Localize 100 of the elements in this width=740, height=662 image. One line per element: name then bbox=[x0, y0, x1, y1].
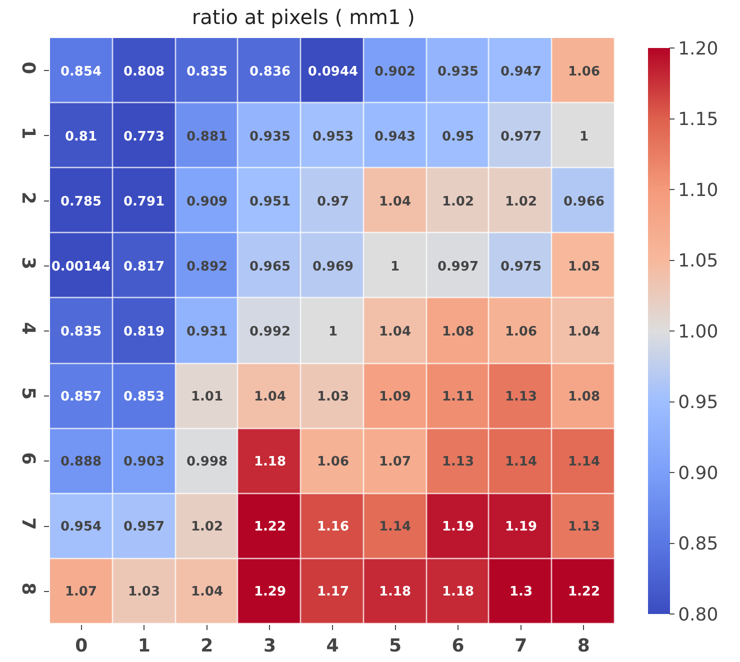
data-label: 1.22 bbox=[568, 584, 600, 600]
data-label: 0.817 bbox=[123, 260, 165, 275]
data-label: 0.943 bbox=[374, 130, 416, 145]
data-label: 1.14 bbox=[504, 454, 538, 470]
data-label: 1.07 bbox=[378, 454, 412, 470]
data-label: 1.18 bbox=[378, 584, 412, 600]
data-label: 1.04 bbox=[568, 324, 600, 340]
chart-title: ratio at pixels ( mm1 ) bbox=[192, 4, 415, 29]
color-bar-label: 1.15 bbox=[678, 109, 718, 130]
data-label: 0.954 bbox=[60, 520, 102, 535]
data-label: 0.835 bbox=[60, 324, 102, 340]
data-label: 0.881 bbox=[186, 130, 228, 145]
color-bar-label: 0.80 bbox=[678, 604, 718, 626]
data-label: 0.00144 bbox=[51, 260, 111, 275]
data-label: 0.95 bbox=[442, 130, 474, 145]
data-label: 1.04 bbox=[254, 390, 286, 405]
data-label: 0.773 bbox=[123, 130, 165, 145]
data-label: 0.819 bbox=[123, 324, 165, 340]
data-label: 0.965 bbox=[249, 260, 291, 275]
data-label: 1.04 bbox=[190, 584, 224, 600]
data-label: 0.854 bbox=[60, 64, 102, 80]
data-label: 1.06 bbox=[316, 454, 350, 470]
data-label: 1.18 bbox=[442, 584, 474, 600]
color-bar-label: 1.00 bbox=[678, 321, 718, 342]
data-label: 1.01 bbox=[190, 390, 224, 405]
data-label: 1.29 bbox=[254, 584, 286, 600]
x-tick-label: 0 bbox=[75, 636, 88, 657]
color-bar-label: 0.85 bbox=[678, 534, 718, 555]
data-label: 1.04 bbox=[378, 194, 412, 210]
data-label: 1.14 bbox=[378, 520, 412, 535]
data-label: 0.785 bbox=[60, 194, 102, 210]
data-label: 0.0944 bbox=[308, 64, 358, 80]
data-label: 1.05 bbox=[568, 260, 600, 275]
x-tick-label: 6 bbox=[452, 636, 464, 657]
y-tick-label: 8 bbox=[17, 582, 38, 596]
data-label: 0.947 bbox=[500, 64, 542, 80]
x-tick-label: 4 bbox=[326, 636, 339, 657]
data-label: 1.06 bbox=[568, 64, 600, 80]
data-label: 1.04 bbox=[378, 324, 412, 340]
data-label: 1.13 bbox=[568, 520, 600, 535]
color-bar-label: 1.20 bbox=[678, 38, 718, 60]
data-label: 0.966 bbox=[563, 194, 605, 210]
data-label: 0.857 bbox=[60, 390, 102, 405]
x-tick-label: 7 bbox=[514, 636, 528, 657]
data-label: 0.888 bbox=[60, 454, 102, 470]
data-label: 0.992 bbox=[249, 324, 291, 340]
data-label: 1.02 bbox=[442, 194, 474, 210]
y-tick-label: 7 bbox=[17, 517, 38, 530]
data-label: 0.97 bbox=[316, 194, 350, 210]
color-bar-label: 1.05 bbox=[678, 250, 718, 272]
data-label: 1 bbox=[328, 324, 338, 340]
data-label: 1 bbox=[579, 130, 589, 145]
data-label: 0.998 bbox=[186, 454, 228, 470]
data-label: 0.957 bbox=[123, 520, 165, 535]
data-label: 1.18 bbox=[254, 454, 286, 470]
data-label: 0.935 bbox=[249, 130, 291, 145]
data-label: 0.909 bbox=[186, 194, 228, 210]
data-label: 0.902 bbox=[374, 64, 416, 80]
y-tick-label: 6 bbox=[17, 452, 38, 465]
data-label: 1.03 bbox=[128, 584, 160, 600]
data-label: 1.02 bbox=[190, 520, 224, 535]
data-label: 0.81 bbox=[64, 130, 98, 145]
data-label: 1.06 bbox=[504, 324, 538, 340]
data-label: 1.16 bbox=[316, 520, 350, 535]
data-label: 0.997 bbox=[437, 260, 479, 275]
x-tick-label: 3 bbox=[263, 636, 276, 657]
data-label: 0.951 bbox=[249, 194, 291, 210]
x-tick-label: 2 bbox=[200, 636, 214, 657]
x-tick-label: 5 bbox=[389, 636, 402, 657]
y-tick-label: 4 bbox=[17, 322, 38, 335]
data-label: 1.17 bbox=[316, 584, 350, 600]
data-label: 0.836 bbox=[249, 64, 291, 80]
data-label: 0.835 bbox=[186, 64, 228, 80]
x-tick-label: 8 bbox=[577, 636, 590, 657]
data-label: 0.903 bbox=[123, 454, 165, 470]
color-bar-label: 0.95 bbox=[678, 392, 718, 414]
data-label: 0.853 bbox=[123, 390, 165, 405]
data-label: 1.3 bbox=[509, 584, 533, 600]
data-label: 0.791 bbox=[123, 194, 165, 210]
data-label: 1.19 bbox=[504, 520, 538, 535]
data-label: 0.969 bbox=[312, 260, 354, 275]
y-tick-label: 2 bbox=[17, 192, 38, 204]
y-tick-label: 0 bbox=[17, 62, 38, 74]
data-label: 1.19 bbox=[442, 520, 474, 535]
data-label: 1.14 bbox=[568, 454, 600, 470]
data-label: 0.977 bbox=[500, 130, 542, 145]
data-label: 0.935 bbox=[437, 64, 479, 80]
color-bar-label: 1.10 bbox=[678, 180, 718, 201]
data-label: 1 bbox=[390, 260, 400, 275]
data-label: 1.22 bbox=[254, 520, 286, 535]
color-bar-label: 0.90 bbox=[678, 462, 718, 484]
data-label: 0.808 bbox=[123, 64, 165, 80]
y-tick-label: 1 bbox=[17, 126, 38, 140]
data-label: 1.13 bbox=[442, 454, 474, 470]
data-label: 1.03 bbox=[316, 390, 350, 405]
data-label: 1.11 bbox=[442, 390, 474, 405]
data-label: 1.13 bbox=[504, 390, 538, 405]
data-label: 1.08 bbox=[442, 324, 474, 340]
data-label: 0.975 bbox=[500, 260, 542, 275]
data-label: 1.02 bbox=[504, 194, 538, 210]
